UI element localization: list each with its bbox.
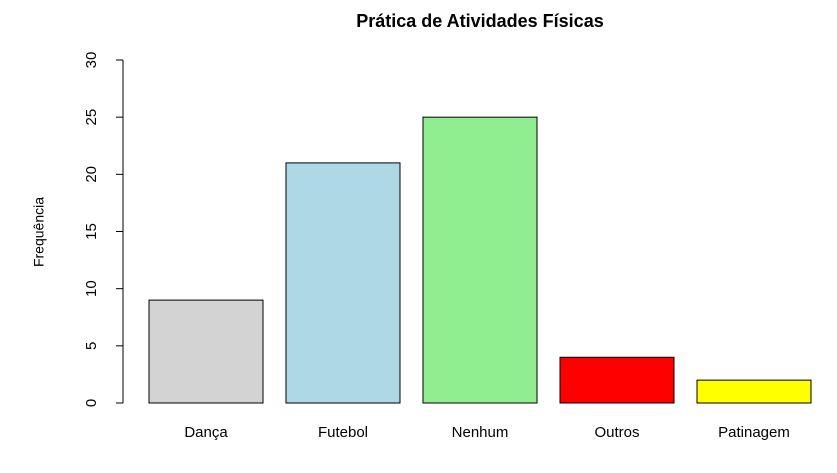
y-tick-label: 20 [83,166,100,183]
bar [696,379,812,404]
y-tick-label: 0 [83,399,100,407]
y-tick-label: 25 [83,109,100,126]
x-tick-label: Futebol [318,424,368,441]
x-tick-label: Outros [594,424,639,441]
x-tick-label: Nenhum [452,424,509,441]
bar [285,162,401,404]
bar [148,299,264,404]
bar [559,356,675,404]
x-tick-label: Patinagem [718,424,790,441]
y-tick-label: 10 [83,280,100,297]
y-tick-label: 30 [83,52,100,69]
y-tick-label: 5 [83,342,100,350]
x-tick-label: Dança [184,424,228,441]
y-tick-label: 15 [83,223,100,240]
bar [422,116,538,404]
chart-title: Prática de Atividades Físicas [356,11,603,31]
y-axis-label: Frequência [31,197,47,267]
